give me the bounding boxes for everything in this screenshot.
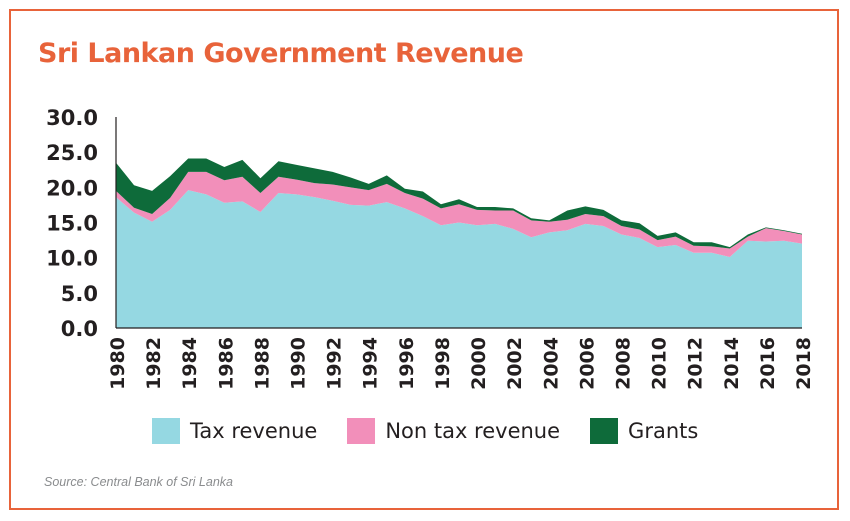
legend-label-tax: Tax revenue	[190, 419, 318, 443]
area-non-tax-revenue	[116, 171, 802, 257]
x-tick-labels: 1980 1982 1984 1986 1988 1990 1992 1994 1996 1998…	[107, 337, 815, 390]
x-tick-label: 2012	[685, 337, 707, 390]
x-tick-label: 2006	[576, 337, 598, 390]
x-tick-label: 1990	[288, 337, 310, 390]
legend-swatch-grants	[590, 418, 619, 444]
x-tick-label: 1982	[143, 337, 165, 390]
y-tick-label: 30.0	[46, 106, 98, 130]
area-grants	[116, 158, 802, 249]
y-tick-label: 15.0	[46, 212, 98, 236]
x-tick-label: 2008	[612, 337, 634, 390]
x-tick-label: 1992	[324, 337, 346, 390]
x-tick-label: 1980	[107, 337, 129, 390]
x-tick-label: 1984	[179, 337, 201, 390]
x-tick-label: 2016	[757, 337, 779, 390]
x-tick-label: 2000	[468, 337, 490, 390]
x-tick-label: 1996	[396, 337, 418, 390]
y-tick-label: 10.0	[46, 247, 98, 271]
legend-item-grants: Grants	[590, 418, 698, 444]
x-tick-label: 1986	[215, 337, 237, 390]
x-tick-label: 2014	[721, 337, 743, 390]
area-tax-revenue	[116, 190, 802, 328]
legend: Tax revenue Non tax revenue Grants	[152, 418, 728, 444]
legend-label-grants: Grants	[628, 419, 699, 443]
x-tick-label: 2002	[504, 337, 526, 390]
x-tick-label: 1998	[432, 337, 454, 390]
area-layer	[116, 158, 802, 328]
y-tick-label: 5.0	[61, 282, 98, 306]
legend-swatch-tax	[152, 418, 180, 444]
y-tick-label: 25.0	[46, 141, 98, 165]
x-tick-label: 2004	[540, 337, 562, 390]
source-note: Source: Central Bank of Sri Lanka	[44, 475, 233, 489]
x-tick-label: 1994	[360, 337, 382, 390]
y-tick-label: 20.0	[46, 176, 98, 200]
x-tick-label: 1988	[251, 337, 273, 390]
chart-title: Sri Lankan Government Revenue	[38, 38, 524, 69]
axes-layer	[115, 117, 802, 329]
legend-swatch-nontax	[347, 418, 376, 444]
y-tick-labels: 0.0 5.0 10.0 15.0 20.0 25.0 30.0	[46, 106, 98, 341]
x-tick-label: 2010	[649, 337, 671, 390]
x-tick-label: 2018	[793, 337, 815, 390]
legend-label-nontax: Non tax revenue	[385, 419, 561, 443]
legend-item-nontax: Non tax revenue	[347, 418, 560, 444]
y-tick-label: 0.0	[61, 317, 98, 341]
legend-item-tax: Tax revenue	[152, 418, 317, 444]
